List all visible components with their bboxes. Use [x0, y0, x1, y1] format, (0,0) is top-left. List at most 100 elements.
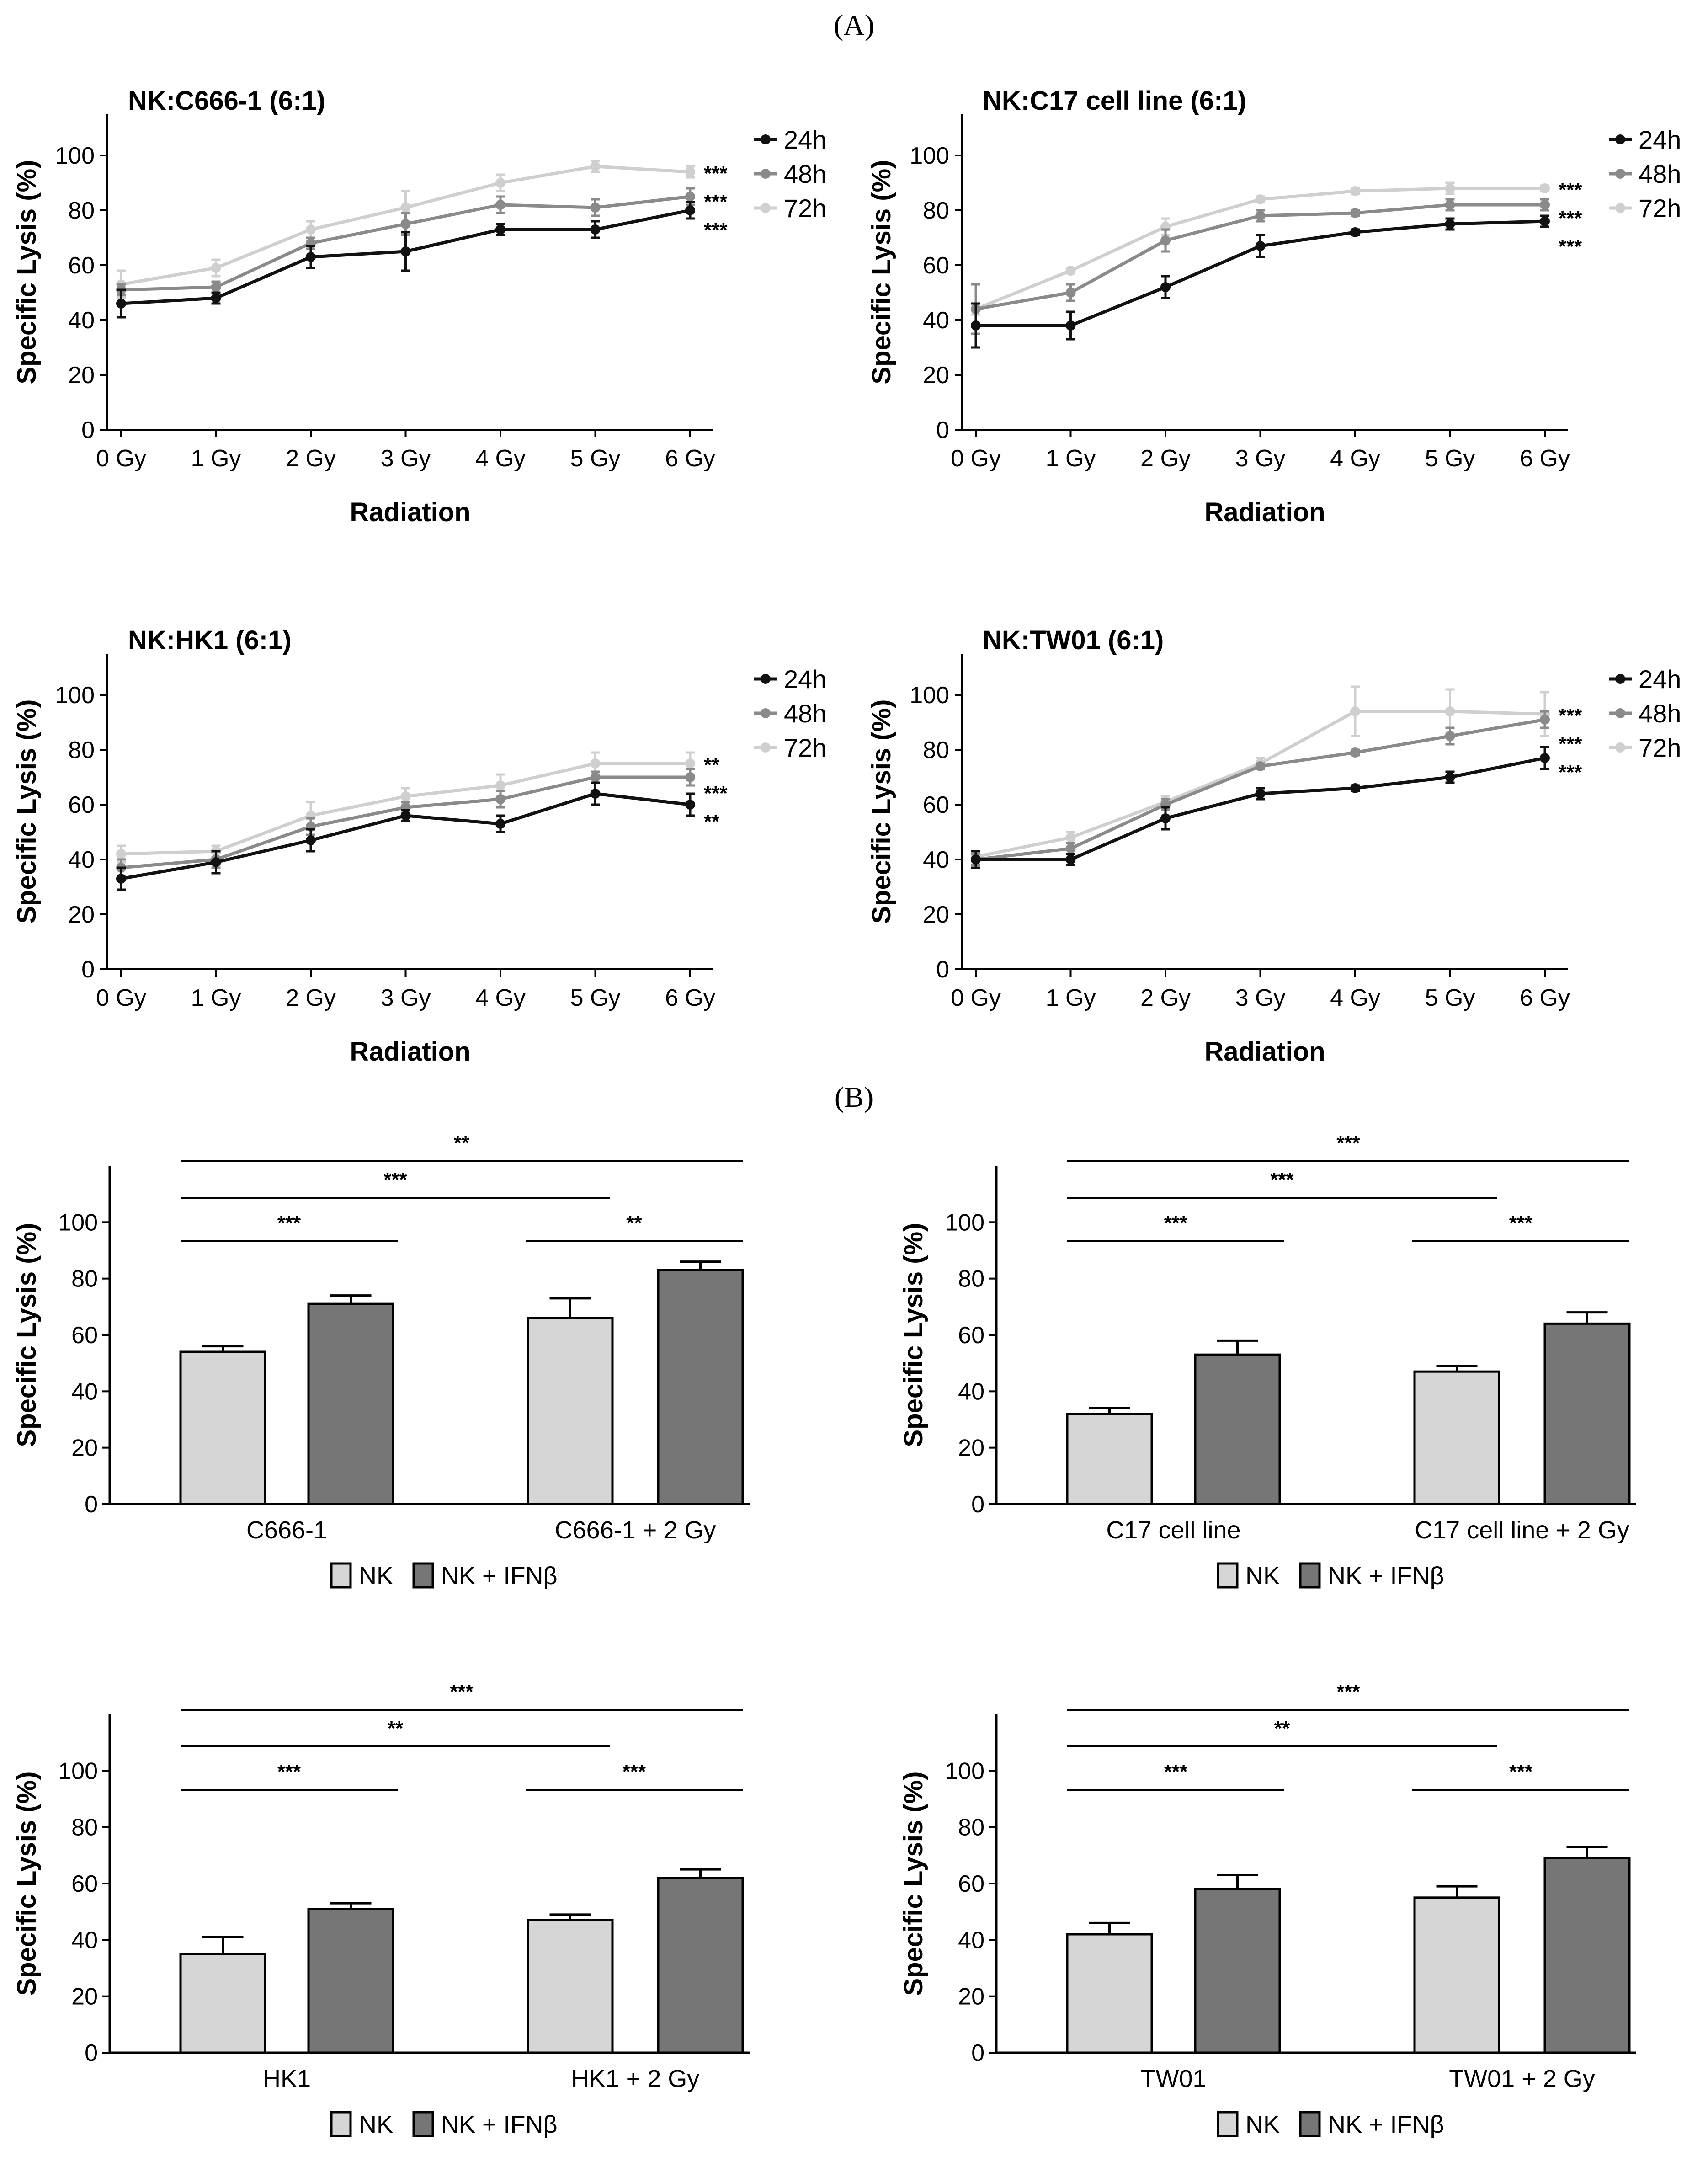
chart-title: NK:C666-1 (6:1)	[128, 86, 325, 116]
bar-nk	[179, 1350, 266, 1505]
data-point-48h	[1160, 235, 1171, 246]
legend-swatch-nk-ifnb	[412, 2111, 434, 2137]
data-point-48h	[1445, 200, 1455, 210]
y-tick-label: 100	[55, 143, 95, 169]
y-tick-label: 60	[958, 1871, 984, 1897]
y-tick-label: 80	[923, 197, 949, 224]
data-point-48h	[685, 192, 695, 202]
bar-chart-tw01: 0 20 40 60 80 100 Specific Lysis (%) TW01 TW01 +…	[899, 1681, 1636, 2138]
data-point-24h	[1350, 227, 1360, 237]
x-tick-label: 2 Gy	[1140, 445, 1191, 472]
significance-label: ***	[704, 219, 728, 241]
y-tick-label: 80	[68, 197, 95, 224]
x-tick-label: 1 Gy	[191, 985, 241, 1011]
x-tick-label: 5 Gy	[1425, 445, 1475, 472]
x-tick-label: TW01 + 2 Gy	[1449, 2065, 1595, 2092]
data-point-48h	[495, 200, 505, 210]
significance-label: ***	[1559, 207, 1582, 230]
data-point-24h	[1255, 241, 1266, 251]
data-point-24h	[211, 857, 221, 867]
data-point-24h	[1065, 320, 1076, 331]
legend-marker-48h	[761, 708, 771, 718]
data-point-24h	[1540, 753, 1550, 763]
legend-marker-24h	[1615, 674, 1625, 684]
y-tick-label: 60	[923, 252, 949, 279]
y-tick-label: 80	[923, 737, 949, 763]
data-point-24h	[495, 224, 505, 235]
data-point-48h	[1065, 288, 1076, 298]
significance-label: ***	[1509, 1212, 1533, 1234]
panel-label-b: (B)	[834, 1081, 874, 1113]
y-axis-label: Specific Lysis (%)	[12, 699, 42, 923]
bar-chart-c666-1: 0 20 40 60 80 100 Specific Lysis (%) C666-1 C666…	[12, 1132, 750, 1590]
significance-label: ***	[1559, 761, 1582, 784]
line-chart-tw01: NK:TW01 (6:1) 0 20 40 60 80 100 0 Gy 1 Gy 2 Gy 3 G…	[867, 625, 1681, 1067]
legend-marker-24h	[761, 674, 771, 684]
data-point-72h	[400, 203, 411, 213]
data-point-24h	[1445, 772, 1455, 782]
bar-nk	[179, 1953, 266, 2054]
significance-label: **	[388, 1717, 404, 1740]
y-tick-label: 80	[71, 1815, 98, 1841]
data-point-48h	[590, 203, 601, 213]
y-tick-label: 20	[71, 1984, 98, 2010]
significance-label: ***	[1559, 733, 1582, 755]
significance-label: ***	[1559, 235, 1582, 258]
x-axis-label: Radiation	[1204, 497, 1325, 527]
legend-marker-72h	[761, 203, 771, 213]
legend-marker-48h	[761, 169, 771, 179]
x-tick-label: 6 Gy	[665, 445, 715, 472]
y-tick-label: 100	[910, 682, 949, 709]
bar-nk-ifnb	[657, 1877, 744, 2054]
legend-label-72h: 72h	[784, 194, 826, 223]
legend-marker-72h	[1615, 203, 1625, 213]
data-point-24h	[400, 811, 411, 821]
significance-label: ***	[1270, 1169, 1294, 1191]
y-tick-label: 80	[68, 737, 95, 763]
data-point-72h	[1065, 266, 1076, 276]
data-point-24h	[590, 224, 601, 235]
legend-swatch-nk-ifnb	[1299, 1562, 1321, 1589]
data-point-48h	[1065, 843, 1076, 854]
legend-label-72h: 72h	[1639, 194, 1681, 223]
bar-nk-ifnb	[1194, 1888, 1281, 2054]
data-point-24h	[116, 874, 126, 884]
y-tick-label: 20	[923, 362, 949, 389]
x-tick-label: 3 Gy	[1235, 985, 1286, 1011]
legend-label-nk: NK	[359, 1562, 393, 1590]
significance-label: ***	[623, 1761, 646, 1783]
panel-label-a: (A)	[834, 9, 874, 41]
x-tick-label: HK1 + 2 Gy	[571, 2065, 700, 2092]
chart-title: NK:C17 cell line (6:1)	[983, 86, 1246, 116]
y-tick-label: 20	[923, 902, 949, 928]
bar-nk	[1066, 1933, 1153, 2054]
bar-nk-ifnb	[1543, 1857, 1631, 2054]
significance-label: ***	[277, 1761, 301, 1783]
y-axis-label: Specific Lysis (%)	[12, 1222, 42, 1447]
data-point-24h	[971, 854, 981, 865]
line-chart-c17: NK:C17 cell line (6:1) 0 20 40 60 80 100 0 Gy 1 …	[867, 86, 1681, 527]
significance-label: ***	[704, 782, 728, 805]
legend-label-24h: 24h	[784, 665, 826, 694]
significance-label: ***	[1164, 1761, 1188, 1783]
data-point-24h	[1160, 282, 1171, 292]
significance-label: **	[704, 754, 720, 776]
x-tick-label: C17 cell line + 2 Gy	[1415, 1516, 1629, 1544]
line-chart-c666-1: NK:C666-1 (6:1) 0 20 40 60 80 100 0 Gy 1 Gy 2 Gy 3…	[12, 86, 826, 527]
data-point-48h	[495, 794, 505, 804]
chart-title: NK:HK1 (6:1)	[128, 625, 292, 655]
legend-label-72h: 72h	[784, 733, 826, 762]
data-point-24h	[306, 835, 316, 845]
x-axis-label: Radiation	[350, 1037, 470, 1067]
data-point-48h	[211, 282, 221, 292]
significance-label: ***	[1336, 1681, 1360, 1703]
bar-nk	[527, 1919, 614, 2054]
significance-label: ***	[1559, 179, 1582, 201]
legend-label-48h: 48h	[1639, 160, 1681, 188]
legend-label-nk: NK	[1245, 1562, 1280, 1590]
x-tick-label: 3 Gy	[381, 985, 431, 1011]
data-point-24h	[116, 299, 126, 309]
data-point-72h	[590, 758, 601, 769]
y-tick-label: 40	[923, 307, 949, 334]
x-tick-label: 1 Gy	[1046, 985, 1096, 1011]
